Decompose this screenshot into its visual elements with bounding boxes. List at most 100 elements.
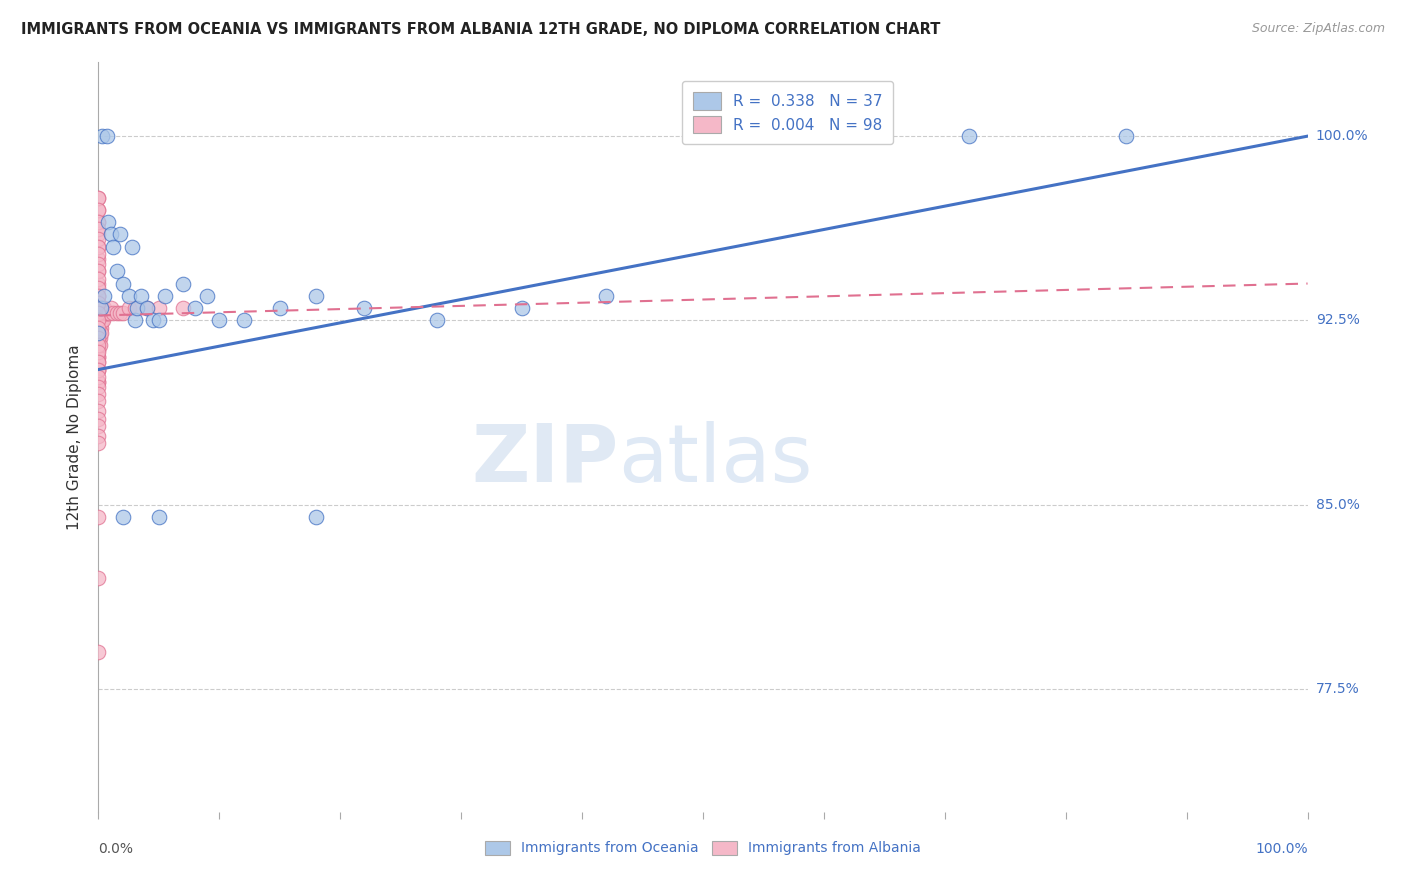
Point <box>135 301 157 315</box>
Point <box>87 190 110 204</box>
Point <box>87 571 110 585</box>
Point <box>87 232 110 246</box>
Point <box>90 301 112 315</box>
Text: IMMIGRANTS FROM OCEANIA VS IMMIGRANTS FROM ALBANIA 12TH GRADE, NO DIPLOMA CORREL: IMMIGRANTS FROM OCEANIA VS IMMIGRANTS FR… <box>21 22 941 37</box>
Point <box>87 306 110 320</box>
Text: ZIP: ZIP <box>471 420 619 499</box>
Point <box>90 306 112 320</box>
Point <box>595 289 617 303</box>
Point <box>87 330 110 344</box>
Point <box>89 338 111 352</box>
Point <box>100 301 122 315</box>
Point <box>93 301 115 315</box>
Point <box>91 313 114 327</box>
Point <box>232 313 254 327</box>
Point <box>87 510 110 524</box>
Point <box>87 330 110 344</box>
Point <box>957 129 980 144</box>
Point <box>87 313 110 327</box>
Point <box>87 326 110 340</box>
Point <box>91 301 114 315</box>
Point <box>87 306 110 320</box>
Point <box>87 289 110 303</box>
Point <box>87 355 110 369</box>
Point <box>184 301 207 315</box>
Point <box>93 289 115 303</box>
Point <box>87 411 110 425</box>
Point <box>87 375 110 389</box>
Point <box>87 338 110 352</box>
Point <box>111 277 134 291</box>
Text: 0.0%: 0.0% <box>98 842 134 856</box>
Point <box>108 227 131 242</box>
Point <box>90 320 112 334</box>
Point <box>87 252 110 266</box>
Point <box>87 227 110 242</box>
Point <box>87 264 110 278</box>
Point <box>87 362 110 376</box>
Point <box>94 306 117 320</box>
Point <box>87 271 110 285</box>
Point <box>97 306 120 320</box>
Point <box>87 301 110 315</box>
Point <box>87 350 110 364</box>
Point <box>87 375 110 389</box>
Legend: Immigrants from Oceania, Immigrants from Albania: Immigrants from Oceania, Immigrants from… <box>479 835 927 861</box>
Point <box>93 306 115 320</box>
Point <box>87 296 110 310</box>
Point <box>89 326 111 340</box>
Point <box>87 289 110 303</box>
Point <box>97 215 120 229</box>
Point <box>89 320 111 334</box>
Point <box>87 320 110 334</box>
Point <box>91 306 114 320</box>
Point <box>91 306 114 320</box>
Point <box>127 301 149 315</box>
Point <box>208 313 231 327</box>
Point <box>87 380 110 394</box>
Point <box>118 301 141 315</box>
Point <box>91 313 114 327</box>
Point <box>153 289 176 303</box>
Text: 85.0%: 85.0% <box>1316 498 1360 512</box>
Point <box>87 355 110 369</box>
Point <box>124 301 146 315</box>
Point <box>87 257 110 271</box>
Point <box>105 306 128 320</box>
Point <box>305 510 328 524</box>
Point <box>129 289 152 303</box>
Point <box>87 313 110 327</box>
Point <box>87 247 110 261</box>
Point <box>87 222 110 236</box>
Point <box>118 289 141 303</box>
Point <box>105 264 128 278</box>
Point <box>87 264 110 278</box>
Point <box>87 350 110 364</box>
Point <box>90 326 112 340</box>
Point <box>87 394 110 409</box>
Point <box>172 301 194 315</box>
Point <box>87 215 110 229</box>
Point <box>87 289 110 303</box>
Point <box>101 240 124 254</box>
Point <box>87 419 110 434</box>
Text: Source: ZipAtlas.com: Source: ZipAtlas.com <box>1251 22 1385 36</box>
Text: 100.0%: 100.0% <box>1256 842 1308 856</box>
Point <box>305 289 328 303</box>
Point <box>90 313 112 327</box>
Point <box>87 202 110 217</box>
Point <box>269 301 291 315</box>
Point <box>98 306 121 320</box>
Point <box>111 306 134 320</box>
Point <box>510 301 533 315</box>
Point <box>89 330 111 344</box>
Point <box>111 510 134 524</box>
Point <box>148 510 170 524</box>
Point <box>87 326 110 340</box>
Point <box>101 306 124 320</box>
Point <box>108 306 131 320</box>
Point <box>135 301 157 315</box>
Point <box>87 345 110 359</box>
Point <box>91 129 114 144</box>
Point <box>87 436 110 450</box>
